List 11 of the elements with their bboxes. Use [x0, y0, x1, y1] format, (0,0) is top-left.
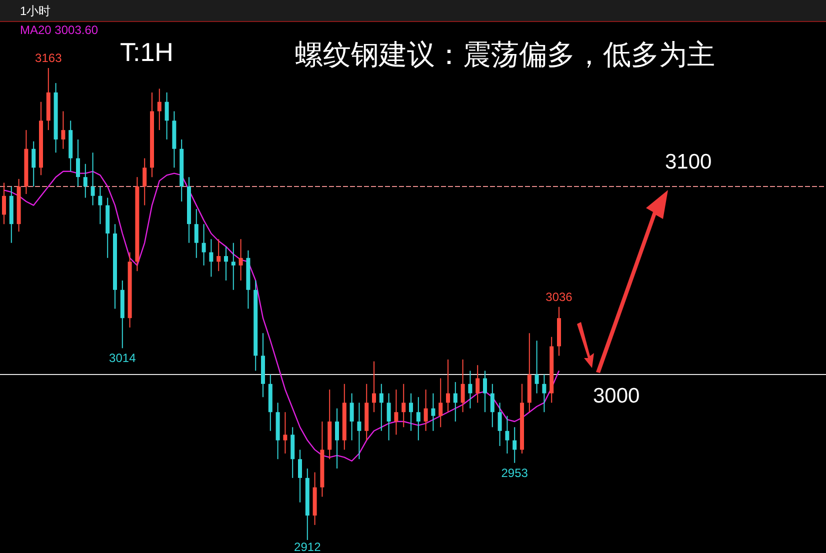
- annotation: 3163: [35, 51, 62, 65]
- text: T:1H: [120, 37, 174, 67]
- annotation: 3036: [546, 290, 573, 304]
- text: 1小时: [20, 4, 51, 18]
- annotation: 2953: [501, 466, 528, 480]
- ref-line-label: 3000: [593, 384, 640, 408]
- ref-line-label: 3100: [665, 150, 712, 174]
- chart-title: 螺纹钢建议：震荡偏多，低多为主: [295, 39, 715, 70]
- annotation: 2912: [294, 540, 322, 553]
- annotation: 3014: [109, 351, 136, 366]
- text: MA20 3003.60: [20, 23, 98, 37]
